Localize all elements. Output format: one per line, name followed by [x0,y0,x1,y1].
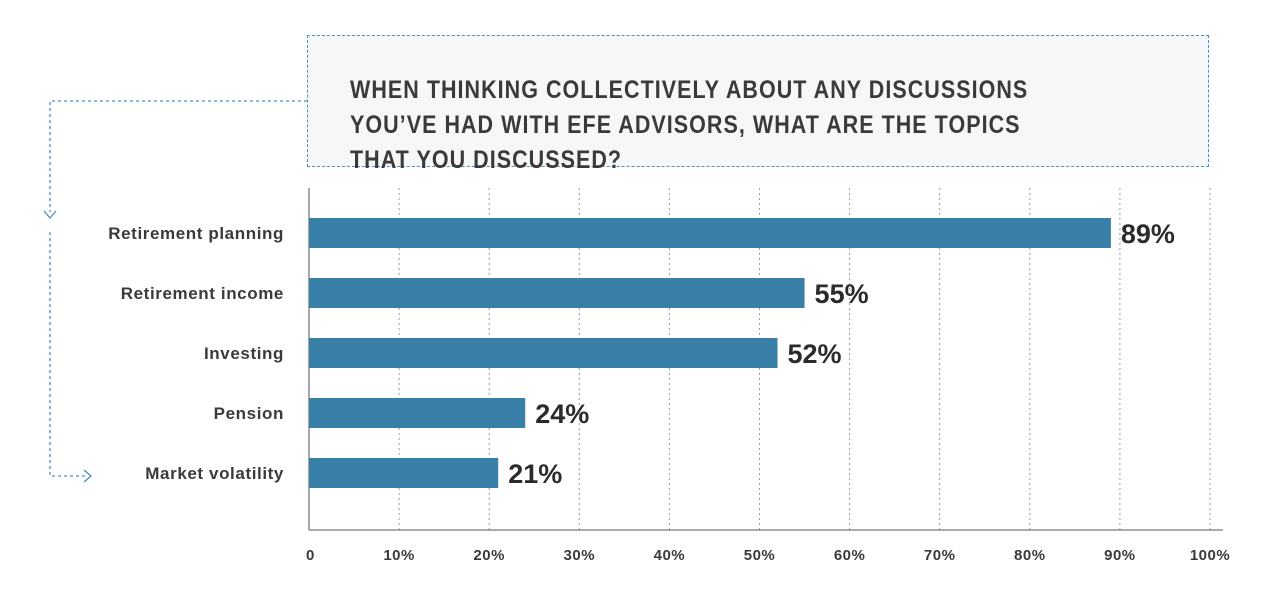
labels: 0 10% 20% 30% 40% 50% 60% 70% 80% 90% 100% Retireme… [108,219,1230,564]
chevron-down-icon [43,210,57,219]
bars [309,218,1111,488]
bar [309,218,1111,248]
value-label: 21% [508,459,562,489]
question-box: WHEN THINKING COLLECTIVELY ABOUT ANY DIS… [307,35,1209,174]
bar [309,458,499,488]
x-tick-label: 50% [744,547,776,564]
connector-arrow [43,100,307,483]
x-tick-label: 100% [1190,547,1230,564]
question-text: WHEN THINKING COLLECTIVELY ABOUT ANY DIS… [350,76,1029,174]
x-tick-label: 20% [473,547,505,564]
x-tick-label: 60% [834,547,866,564]
x-tick-label: 30% [564,547,596,564]
value-label: 55% [815,279,869,309]
category-label: Market volatility [145,464,284,483]
x-tick-label: 0 [306,547,315,564]
value-label: 52% [788,339,842,369]
value-label: 89% [1121,219,1175,249]
x-tick-label: 10% [383,547,415,564]
category-label: Investing [204,344,284,363]
chevron-right-icon [83,469,92,483]
x-tick-label: 90% [1104,547,1136,564]
bar [309,338,778,368]
bar [309,398,526,428]
category-label: Pension [214,404,284,423]
value-label: 24% [535,399,589,429]
x-tick-label: 70% [924,547,956,564]
connector-line-lower [49,232,86,477]
bar [309,278,805,308]
category-label: Retirement income [121,284,284,303]
x-tick-label: 80% [1014,547,1046,564]
connector-line [49,100,307,212]
category-label: Retirement planning [108,224,284,243]
x-tick-label: 40% [654,547,686,564]
